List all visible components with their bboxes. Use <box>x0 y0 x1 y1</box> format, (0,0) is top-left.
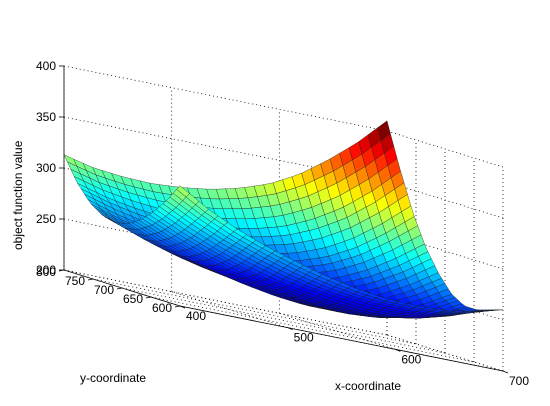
grid-line <box>386 181 504 219</box>
y-tick-label: 700 <box>94 283 114 297</box>
y-tick <box>174 305 181 308</box>
z-axis-label: object function value <box>11 140 25 250</box>
x-axis-line <box>179 305 504 372</box>
x-tick-label: 400 <box>186 309 206 323</box>
x-tick-label: 700 <box>509 374 529 388</box>
y-tick-label: 600 <box>152 301 172 315</box>
z-tick-label: 300 <box>36 161 56 175</box>
z-tick-label: 250 <box>36 212 56 226</box>
y-axis-label: y-coordinate <box>80 371 146 385</box>
axes-box <box>58 65 509 374</box>
z-tick-label: 200 <box>36 263 56 277</box>
grid-line <box>386 334 504 372</box>
grid-line <box>63 269 388 336</box>
grid-line <box>386 232 504 270</box>
z-tick-label: 350 <box>36 110 56 124</box>
grid-line <box>386 130 504 168</box>
grid-line <box>63 65 388 132</box>
y-tick <box>87 278 94 281</box>
x-tick-label: 500 <box>294 331 314 345</box>
y-tick-label: 650 <box>123 292 143 306</box>
x-tick-label: 600 <box>401 352 421 366</box>
grid-line <box>171 291 288 329</box>
x-axis-label: x-coordinate <box>335 379 401 393</box>
y-tick-label: 800 <box>36 265 56 279</box>
surface-patch <box>176 185 190 198</box>
surface-mesh <box>63 120 504 319</box>
x-tick <box>179 305 186 309</box>
grid-line <box>121 287 446 354</box>
x-tick <box>287 327 293 331</box>
y-tick-label: 750 <box>65 274 85 288</box>
grid-line <box>279 312 396 350</box>
x-tick <box>502 370 509 374</box>
z-tick-label: 400 <box>36 59 56 73</box>
y-tick <box>116 287 123 290</box>
grid-line <box>63 116 388 183</box>
grid-line <box>92 278 417 345</box>
x-tick <box>395 348 401 352</box>
y-tick <box>145 296 152 299</box>
grid-line <box>150 296 475 363</box>
